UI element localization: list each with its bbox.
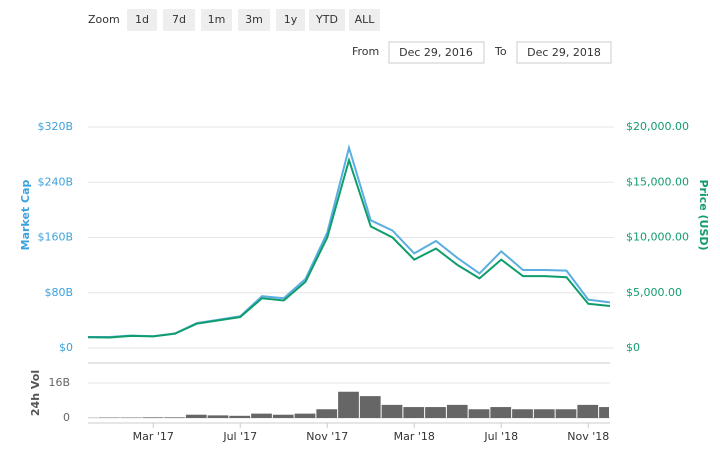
zoom-label: Zoom (88, 13, 120, 26)
bar (229, 415, 251, 418)
bar (338, 391, 359, 418)
bar (425, 407, 446, 418)
x-tick-label: Nov '18 (567, 430, 609, 443)
bar (316, 409, 338, 418)
bar (207, 415, 229, 418)
bar (251, 413, 272, 418)
y2-tick-label: $20,000.00 (626, 120, 689, 133)
y-axis-label: 24h Vol (29, 370, 42, 416)
bar (142, 417, 164, 418)
x-tick-label: Mar '17 (133, 430, 174, 443)
bar (468, 409, 490, 418)
zoom-button-label[interactable]: YTD (315, 13, 338, 26)
zoom-button-label[interactable]: 1m (208, 13, 226, 26)
y-tick-label: $80B (44, 286, 73, 299)
zoom-button-label[interactable]: 1y (284, 13, 298, 26)
to-input[interactable] (516, 41, 612, 64)
x-tick-label: Nov '17 (306, 430, 348, 443)
zoom-button[interactable] (276, 9, 305, 31)
x-tick-label: Jul '18 (483, 430, 518, 443)
x-tick-label: Jul '17 (222, 430, 257, 443)
bar (599, 407, 609, 418)
bar (403, 407, 425, 418)
zoom-button[interactable] (238, 9, 270, 31)
zoom-button-label[interactable]: 1d (135, 13, 149, 26)
bar (446, 404, 468, 418)
y2-tick-label: $5,000.00 (626, 286, 682, 299)
zoom-button[interactable] (201, 9, 232, 31)
y-tick-label: $160B (37, 231, 73, 244)
zoom-button-label[interactable]: ALL (355, 13, 376, 26)
line (87, 156, 611, 339)
bar (185, 414, 207, 418)
x-tick-label: Mar '18 (394, 430, 435, 443)
to-label: To (494, 45, 507, 58)
y-tick-label: $0 (59, 341, 73, 354)
bar (512, 409, 533, 418)
bar (490, 407, 512, 418)
zoom-button-label[interactable]: 3m (245, 13, 263, 26)
bar (294, 413, 316, 418)
zoom-button[interactable] (127, 9, 157, 31)
from-label: From (352, 45, 379, 58)
zoom-button[interactable] (163, 9, 195, 31)
bar (164, 417, 185, 418)
zoom-button[interactable] (349, 9, 380, 31)
y-tick-label: 16B (48, 376, 70, 389)
bar (577, 404, 599, 418)
bar (533, 409, 555, 418)
from-input[interactable] (388, 41, 485, 64)
line (88, 143, 611, 338)
zoom-button[interactable] (309, 9, 345, 31)
y-tick-label: $240B (37, 175, 73, 188)
y2-tick-label: $0 (626, 341, 640, 354)
bar (272, 414, 294, 418)
y-axis-label: Market Cap (19, 180, 32, 251)
y2-tick-label: $15,000.00 (626, 175, 689, 188)
y-tick-label: $320B (37, 120, 73, 133)
y2-axis-label: Price (USD) (697, 179, 710, 250)
bar (555, 409, 577, 418)
to-value[interactable]: Dec 29, 2018 (527, 46, 601, 59)
from-value[interactable]: Dec 29, 2016 (399, 46, 473, 59)
y-tick-label: 0 (63, 411, 70, 424)
zoom-button-label[interactable]: 7d (172, 13, 186, 26)
bar (359, 396, 381, 418)
bar (381, 404, 403, 418)
y2-tick-label: $10,000.00 (626, 231, 689, 244)
